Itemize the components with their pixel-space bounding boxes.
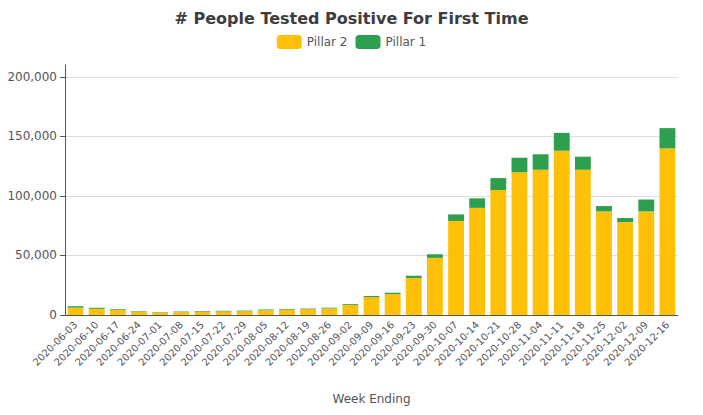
svg-text:2020-06-03: 2020-06-03 xyxy=(30,319,80,368)
svg-text:2020-12-16: 2020-12-16 xyxy=(623,319,672,368)
svg-text:2020-11-04: 2020-11-04 xyxy=(495,319,545,368)
svg-text:2020-10-28: 2020-10-28 xyxy=(474,319,524,368)
svg-text:2020-08-19: 2020-08-19 xyxy=(263,319,312,368)
svg-text:2020-12-09: 2020-12-09 xyxy=(601,319,651,368)
svg-text:2020-06-17: 2020-06-17 xyxy=(72,319,122,368)
svg-text:2020-12-02: 2020-12-02 xyxy=(580,319,629,368)
svg-text:2020-07-22: 2020-07-22 xyxy=(178,319,228,368)
svg-text:Week Ending: Week Ending xyxy=(332,392,410,406)
svg-text:2020-09-23: 2020-09-23 xyxy=(368,319,418,368)
svg-text:0: 0 xyxy=(49,308,57,322)
svg-text:2020-08-26: 2020-08-26 xyxy=(284,319,334,368)
svg-text:2020-09-09: 2020-09-09 xyxy=(326,319,376,368)
svg-text:2020-08-05: 2020-08-05 xyxy=(220,319,270,368)
svg-text:2020-07-01: 2020-07-01 xyxy=(115,319,164,368)
svg-text:2020-11-11: 2020-11-11 xyxy=(516,319,566,368)
svg-text:2020-11-18: 2020-11-18 xyxy=(538,319,587,368)
svg-text:2020-09-02: 2020-09-02 xyxy=(305,319,355,368)
svg-text:2020-07-15: 2020-07-15 xyxy=(157,319,207,368)
svg-text:150,000: 150,000 xyxy=(7,129,57,143)
svg-text:2020-09-16: 2020-09-16 xyxy=(347,319,397,368)
svg-text:2020-07-08: 2020-07-08 xyxy=(136,319,186,368)
svg-text:100,000: 100,000 xyxy=(7,189,57,203)
svg-text:2020-10-21: 2020-10-21 xyxy=(453,319,503,368)
svg-text:2020-10-14: 2020-10-14 xyxy=(432,319,482,368)
svg-text:50,000: 50,000 xyxy=(15,248,57,262)
svg-text:Pillar 2: Pillar 2 xyxy=(307,35,348,49)
svg-text:2020-06-24: 2020-06-24 xyxy=(94,319,143,368)
svg-text:200,000: 200,000 xyxy=(7,70,57,84)
svg-text:2020-08-12: 2020-08-12 xyxy=(242,319,291,368)
svg-text:2020-11-25: 2020-11-25 xyxy=(559,319,608,368)
svg-text:# People Tested Positive For F: # People Tested Positive For First Time xyxy=(174,9,528,28)
svg-text:2020-07-29: 2020-07-29 xyxy=(199,319,249,368)
svg-text:Pillar 1: Pillar 1 xyxy=(386,35,427,49)
svg-text:2020-10-07: 2020-10-07 xyxy=(411,319,460,368)
svg-text:2020-06-10: 2020-06-10 xyxy=(51,319,101,368)
svg-text:2020-09-30: 2020-09-30 xyxy=(390,319,439,368)
